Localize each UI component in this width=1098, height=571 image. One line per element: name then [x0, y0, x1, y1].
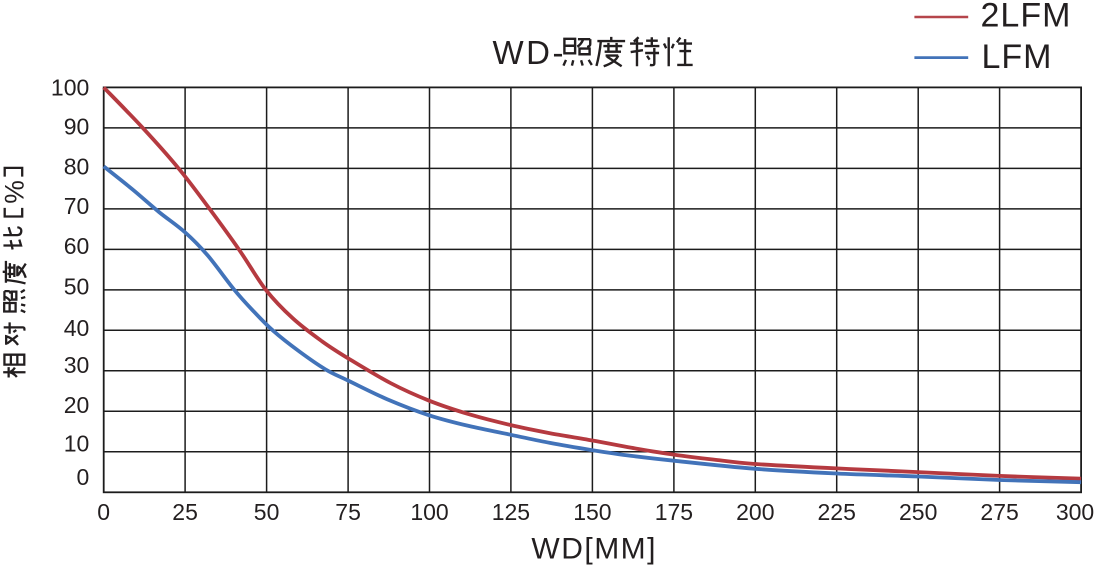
svg-text:275: 275 [980, 499, 1018, 525]
svg-text:WD[MM]: WD[MM] [531, 533, 657, 566]
svg-text:40: 40 [64, 315, 90, 341]
svg-text:60: 60 [64, 233, 90, 259]
svg-text:70: 70 [64, 193, 90, 219]
svg-text:250: 250 [899, 499, 937, 525]
svg-text:30: 30 [64, 352, 90, 378]
svg-text:50: 50 [254, 499, 280, 525]
svg-text:0: 0 [77, 464, 90, 490]
svg-text:300: 300 [1056, 499, 1094, 525]
svg-text:75: 75 [335, 499, 361, 525]
svg-text:100: 100 [51, 75, 89, 101]
svg-text:50: 50 [64, 274, 90, 300]
svg-text:%: % [0, 180, 29, 204]
svg-text:20: 20 [64, 392, 90, 418]
svg-text:10: 10 [64, 431, 90, 457]
svg-text:25: 25 [172, 499, 198, 525]
svg-text:200: 200 [736, 499, 774, 525]
svg-text:WD-: WD- [493, 34, 566, 71]
svg-text:175: 175 [655, 499, 693, 525]
svg-text:100: 100 [410, 499, 448, 525]
svg-text:90: 90 [64, 114, 90, 140]
svg-text:2LFM: 2LFM [981, 0, 1072, 35]
svg-text:125: 125 [492, 499, 530, 525]
svg-text:225: 225 [818, 499, 856, 525]
svg-text:LFM: LFM [982, 38, 1053, 76]
svg-text:80: 80 [64, 154, 90, 180]
svg-text:0: 0 [97, 499, 110, 525]
svg-text:150: 150 [573, 499, 611, 525]
